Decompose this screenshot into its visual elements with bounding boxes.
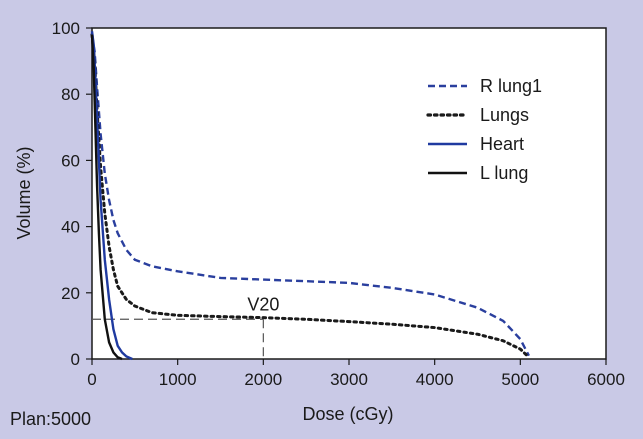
x-tick-label: 3000	[330, 370, 368, 389]
v20-guide-lines	[92, 318, 264, 359]
series-line-lungs	[90, 33, 531, 359]
y-tick-label: 20	[61, 284, 80, 303]
x-tick-label: 4000	[416, 370, 454, 389]
x-axis-label: Dose (cGy)	[302, 404, 393, 424]
series-line-heart	[90, 31, 133, 361]
plan-footnote: Plan:5000	[10, 409, 91, 429]
series-line-l-lung	[90, 34, 123, 361]
x-tick-label: 1000	[159, 370, 197, 389]
legend-label: R lung1	[480, 76, 542, 96]
legend: R lung1 Lungs Heart L lung	[426, 76, 542, 183]
legend-label: L lung	[480, 163, 528, 183]
v20-annotation: V20	[247, 294, 279, 314]
y-tick-label: 100	[52, 19, 80, 38]
y-tick-label: 40	[61, 218, 80, 237]
series-layer	[90, 31, 531, 361]
x-tick-label: 5000	[501, 370, 539, 389]
y-tick-label: 60	[61, 151, 80, 170]
y-tick-label: 80	[61, 85, 80, 104]
x-tick-label: 0	[87, 370, 96, 389]
y-tick-label: 0	[71, 350, 80, 369]
legend-label: Lungs	[480, 105, 529, 125]
x-tick-label: 6000	[587, 370, 625, 389]
x-tick-label: 2000	[244, 370, 282, 389]
plot-area	[91, 27, 607, 360]
legend-label: Heart	[480, 134, 524, 154]
y-axis-label: Volume (%)	[14, 146, 34, 239]
axis-ticks: 0 1000 2000 3000 4000 5000 6000 0 20 40 60 80 100	[52, 19, 625, 389]
